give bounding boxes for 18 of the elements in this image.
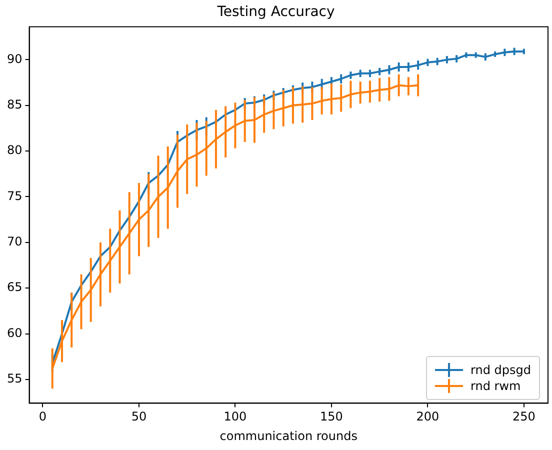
y-tick-label: 60: [6, 326, 22, 340]
y-tick-label: 90: [6, 52, 22, 66]
y-tick-label: 55: [6, 372, 22, 386]
x-tick-label: 150: [320, 410, 343, 424]
y-tick-label: 65: [6, 280, 22, 294]
x-tick-label: 100: [224, 410, 247, 424]
y-tick-label: 75: [6, 188, 22, 203]
x-tick-label: 50: [131, 410, 147, 424]
legend-label: rnd dpsgd: [470, 363, 531, 377]
y-tick-label: 85: [6, 97, 22, 112]
chart-title: Testing Accuracy: [216, 4, 335, 20]
x-axis-title: communication rounds: [220, 428, 358, 443]
x-tick-label: 0: [38, 410, 47, 424]
y-tick-label: 70: [6, 234, 22, 249]
y-tick-label: 80: [6, 143, 22, 158]
x-tick-label: 250: [512, 410, 536, 424]
x-tick-label: 200: [416, 410, 440, 424]
legend-label: rnd rwm: [470, 379, 521, 393]
